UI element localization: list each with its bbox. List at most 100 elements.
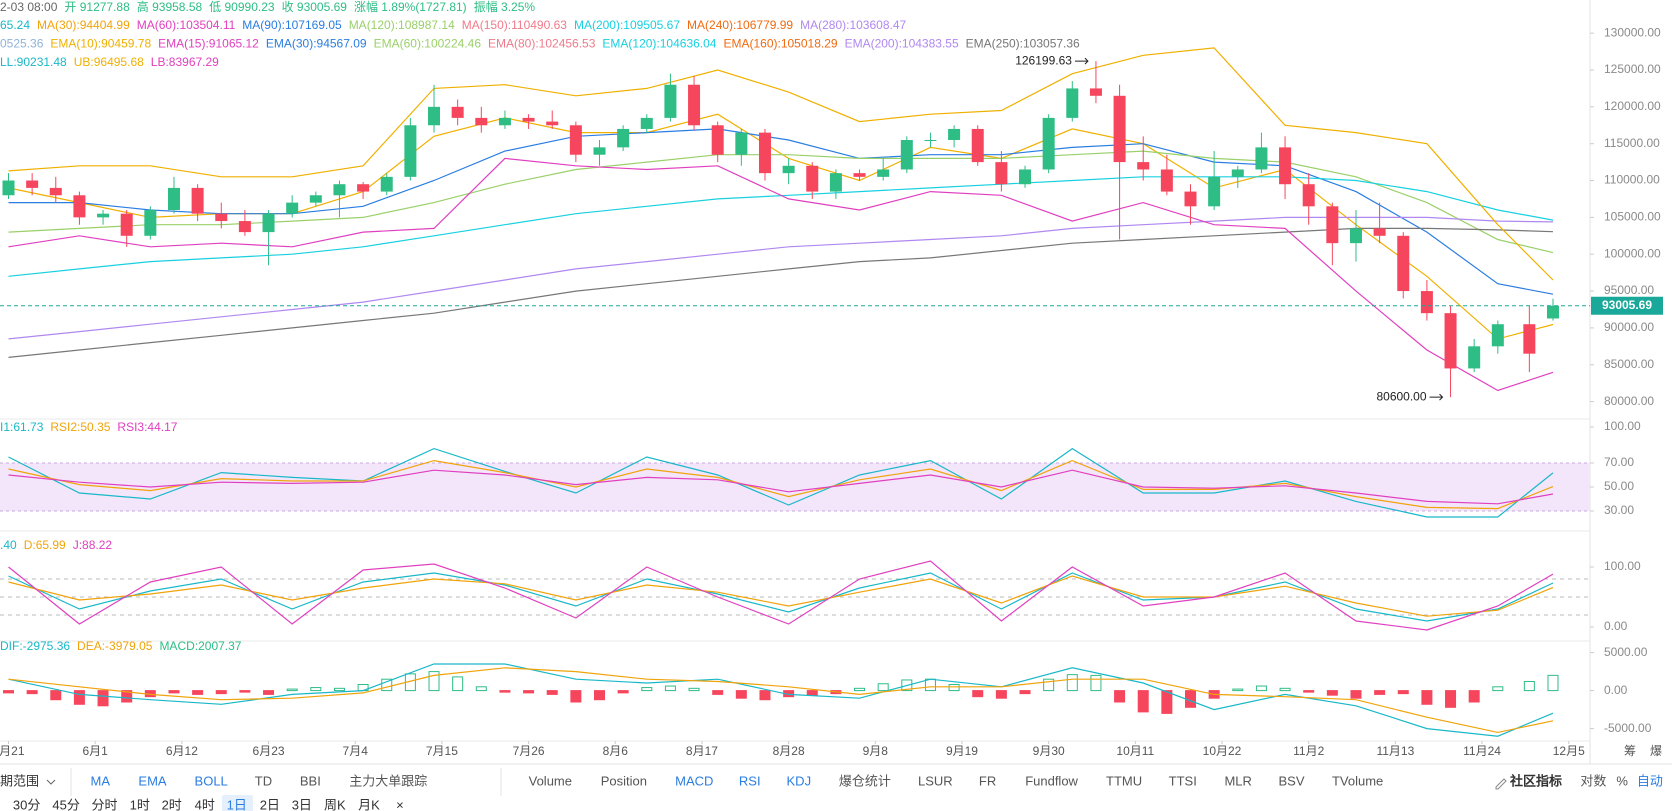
timeframe[interactable]: 2日	[260, 797, 280, 811]
legend-item: MA(240):106779.99	[687, 18, 793, 32]
toolbar-item[interactable]: 爆仓统计	[839, 773, 891, 788]
candle-body	[569, 125, 582, 155]
candle-body	[73, 195, 86, 218]
legend-item: DEA:-3979.05	[77, 639, 153, 653]
indicator-line	[8, 157, 1554, 392]
toolbar-item[interactable]: 对数	[1580, 773, 1606, 788]
y-tick-label: 130000.00	[1604, 25, 1661, 39]
toolbar-item[interactable]: RSI	[739, 773, 761, 788]
legend-item: EMA(120):104636.04	[602, 37, 716, 51]
toolbar-item[interactable]: EMA	[138, 773, 167, 788]
range-label[interactable]: 期范围	[0, 773, 39, 788]
macd-bar	[1421, 690, 1433, 705]
macd-bar	[735, 690, 747, 699]
legend-item: LB:83967.29	[151, 55, 219, 69]
x-tick-label: 12月5	[1553, 744, 1585, 758]
x-tick-label: 6月12	[166, 744, 198, 758]
corner-label[interactable]: 爆	[1650, 744, 1662, 758]
toolbar-item[interactable]: %	[1616, 773, 1628, 788]
toolbar-item[interactable]: TVolume	[1332, 773, 1383, 788]
toolbar-item[interactable]: KDJ	[787, 773, 812, 788]
x-tick-label: 8月17	[686, 744, 718, 758]
candle-body	[640, 117, 653, 129]
timeframe[interactable]: 1时	[130, 797, 150, 811]
last-price-box	[1591, 296, 1663, 315]
legend-item: MA(90):107169.05	[242, 18, 342, 32]
candle-body	[1184, 191, 1197, 207]
macd-bar	[50, 690, 62, 701]
y-tick-label: 100000.00	[1604, 246, 1661, 260]
y-tick-label: 0.00	[1604, 683, 1628, 697]
candle-body	[309, 195, 322, 203]
x-tick-label: 6月23	[253, 744, 285, 758]
toolbar-item[interactable]: Fundflow	[1025, 773, 1078, 788]
timeframe[interactable]: 4时	[195, 797, 215, 811]
toolbar-item[interactable]: Volume	[529, 773, 572, 788]
y-tick-label: 80000.00	[1604, 394, 1654, 408]
candle-body	[215, 213, 228, 222]
macd-bar	[192, 690, 204, 695]
timeframe[interactable]: 月K	[358, 797, 380, 811]
legend-item: 开 91277.88	[64, 0, 130, 14]
community-indicators[interactable]: 社区指标	[1509, 773, 1562, 788]
timeframe[interactable]: 30分	[13, 797, 40, 811]
toolbar-item[interactable]: FR	[979, 773, 996, 788]
y-tick-label: 110000.00	[1604, 173, 1660, 187]
candle-body	[806, 165, 819, 192]
macd-bar	[759, 690, 771, 701]
toolbar-item[interactable]: Position	[601, 773, 647, 788]
macd-bar	[239, 690, 251, 693]
indicator-line	[8, 227, 1554, 358]
candle-body	[1231, 169, 1244, 177]
candle-body	[144, 210, 157, 236]
macd-bar	[1350, 690, 1362, 699]
toolbar-item[interactable]: 主力大单跟踪	[349, 773, 427, 788]
macd-bar	[1019, 690, 1031, 695]
macd-bar	[499, 690, 511, 693]
toolbar-item[interactable]: BSV	[1279, 773, 1305, 788]
macd-bar	[712, 690, 724, 695]
toolbar-item[interactable]: MLR	[1224, 773, 1251, 788]
toolbar-item[interactable]: MA	[91, 773, 111, 788]
toolbar-item[interactable]: BBI	[300, 773, 321, 788]
y-tick-label: 100.00	[1604, 419, 1641, 433]
toolbar-item[interactable]: TTMU	[1106, 773, 1142, 788]
toolbar-item[interactable]: LSUR	[918, 773, 953, 788]
x-tick-label: 7月26	[513, 744, 545, 758]
timeframe[interactable]: 周K	[324, 797, 346, 811]
candle-body	[97, 213, 110, 218]
timeframe[interactable]: 2时	[162, 797, 182, 811]
candle-body	[522, 117, 535, 122]
legend-item: 0525.36	[0, 37, 44, 51]
legend-item: 振幅 3.25%	[474, 0, 536, 14]
timeframe[interactable]: ×	[396, 797, 404, 811]
timeframe[interactable]: 分时	[92, 797, 118, 811]
indicator-line	[8, 150, 1554, 254]
legend-item: EMA(15):91065.12	[158, 37, 259, 51]
legend-item: 低 90990.23	[209, 0, 275, 14]
candle-body	[26, 180, 39, 188]
candle-body	[1042, 117, 1055, 170]
corner-label[interactable]: 筹	[1624, 744, 1636, 758]
macd-bar	[310, 687, 322, 692]
toolbar-item[interactable]: BOLL	[195, 773, 228, 788]
toolbar-item[interactable]: TD	[255, 773, 272, 788]
candle-body	[333, 184, 346, 196]
last-price-label: 93005.69	[1602, 298, 1652, 312]
active-timeframe-bg	[222, 795, 253, 811]
toolbar-item[interactable]: TTSI	[1169, 773, 1197, 788]
macd-bar	[1090, 674, 1102, 692]
macd-bar	[263, 690, 275, 695]
timeframe[interactable]: 3日	[292, 797, 312, 811]
indicator-line	[8, 560, 1554, 631]
x-tick-label: 9月19	[946, 744, 978, 758]
toolbar-item[interactable]: 自动	[1637, 773, 1663, 788]
timeframe[interactable]: 45分	[52, 797, 79, 811]
legend-item: .40	[0, 538, 17, 552]
macd-bar	[806, 690, 818, 696]
toolbar-item[interactable]: MACD	[675, 773, 713, 788]
timeframe[interactable]: 1日	[227, 797, 247, 811]
candle-body	[758, 132, 771, 174]
extreme-arrow	[1429, 393, 1444, 401]
